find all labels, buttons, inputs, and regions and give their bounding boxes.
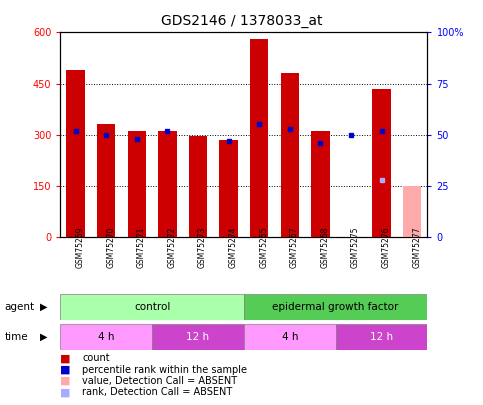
Text: ▶: ▶ (40, 332, 48, 342)
Text: percentile rank within the sample: percentile rank within the sample (82, 365, 247, 375)
Bar (372, 89, 391, 237)
Text: agent: agent (5, 302, 35, 312)
Text: GSM75276: GSM75276 (382, 226, 391, 268)
Text: 4 h: 4 h (98, 332, 114, 342)
Text: ■: ■ (60, 388, 71, 397)
Bar (67, 70, 85, 237)
Text: GSM75271: GSM75271 (137, 226, 146, 268)
Text: GSM75275: GSM75275 (351, 226, 360, 268)
Text: ■: ■ (60, 376, 71, 386)
Text: GDS2146 / 1378033_at: GDS2146 / 1378033_at (161, 14, 322, 28)
Bar (281, 73, 299, 237)
Text: GSM75267: GSM75267 (290, 226, 299, 268)
Text: ■: ■ (60, 354, 71, 363)
Text: GSM75273: GSM75273 (198, 226, 207, 268)
Bar (158, 131, 177, 237)
Text: GSM75268: GSM75268 (320, 226, 329, 268)
Bar (219, 140, 238, 237)
Text: epidermal growth factor: epidermal growth factor (272, 302, 399, 312)
Bar (244, 324, 336, 350)
Text: GSM75270: GSM75270 (106, 226, 115, 268)
Text: value, Detection Call = ABSENT: value, Detection Call = ABSENT (82, 376, 237, 386)
Bar (189, 136, 207, 237)
Bar (311, 131, 329, 237)
Text: control: control (134, 302, 170, 312)
Text: GSM75277: GSM75277 (412, 226, 421, 268)
Text: GSM75265: GSM75265 (259, 226, 268, 268)
Text: rank, Detection Call = ABSENT: rank, Detection Call = ABSENT (82, 388, 232, 397)
Bar (250, 39, 269, 237)
Text: 4 h: 4 h (282, 332, 298, 342)
Bar (244, 294, 427, 320)
Bar (128, 131, 146, 237)
Text: ▶: ▶ (40, 302, 48, 312)
Text: 12 h: 12 h (370, 332, 393, 342)
Text: time: time (5, 332, 28, 342)
Bar (403, 186, 421, 237)
Bar (336, 324, 427, 350)
Bar (60, 294, 244, 320)
Bar (60, 324, 152, 350)
Text: 12 h: 12 h (186, 332, 210, 342)
Bar (97, 124, 115, 237)
Text: ■: ■ (60, 365, 71, 375)
Text: GSM75269: GSM75269 (76, 226, 85, 268)
Text: count: count (82, 354, 110, 363)
Bar (152, 324, 244, 350)
Text: GSM75272: GSM75272 (168, 226, 176, 268)
Text: GSM75274: GSM75274 (228, 226, 238, 268)
